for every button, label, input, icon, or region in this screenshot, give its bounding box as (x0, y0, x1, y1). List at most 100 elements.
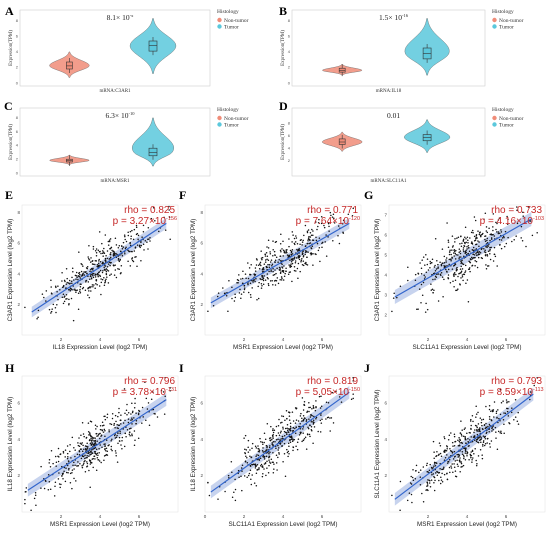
data-point (93, 447, 96, 450)
data-point (94, 287, 96, 290)
data-point (121, 440, 123, 442)
data-point (91, 284, 94, 286)
data-point (296, 267, 299, 270)
data-point (478, 245, 480, 247)
data-point (90, 285, 92, 288)
data-point (94, 458, 96, 460)
y-tick-label: 6 (17, 401, 20, 406)
data-point (280, 233, 282, 236)
data-point (432, 292, 434, 294)
data-point (288, 271, 291, 274)
data-point (83, 271, 85, 273)
data-point (498, 217, 501, 219)
violin-box (148, 147, 158, 157)
data-point (312, 234, 314, 236)
data-point (99, 424, 102, 427)
y-tick-label: 6 (17, 241, 20, 246)
data-point (430, 289, 433, 291)
data-point (489, 253, 491, 255)
data-point (34, 491, 37, 494)
data-point (81, 442, 83, 444)
data-point (433, 475, 435, 478)
data-point (110, 251, 112, 254)
y-tick-label: 4 (200, 271, 203, 276)
data-point (279, 431, 282, 434)
data-point (456, 453, 458, 456)
violin-chart-d: 2468Expression(TPM)mRNA:SLC11A10.01Histo… (281, 107, 524, 184)
data-point (451, 441, 454, 444)
data-point (217, 498, 219, 500)
data-point (217, 292, 220, 294)
data-point (277, 424, 280, 427)
data-point (290, 438, 293, 440)
data-point (79, 273, 81, 276)
data-point (87, 294, 89, 296)
data-point (490, 440, 493, 442)
data-point (262, 276, 264, 278)
y-tick-label: 6 (384, 233, 387, 238)
y-tick-label: 4 (17, 437, 20, 442)
y-tick-label: 4 (200, 437, 203, 442)
data-point (248, 472, 251, 475)
data-point (312, 420, 314, 423)
data-point (126, 414, 128, 416)
data-point (265, 265, 268, 268)
data-point (429, 262, 432, 265)
data-point (307, 229, 310, 231)
data-point (317, 249, 320, 252)
data-point (67, 460, 70, 462)
data-point (278, 434, 281, 437)
data-point (112, 254, 115, 256)
data-point (492, 409, 495, 411)
data-point (468, 260, 470, 262)
data-point (291, 440, 294, 442)
data-point (61, 286, 64, 289)
data-point (72, 319, 75, 322)
data-point (274, 284, 277, 286)
data-point (80, 262, 82, 265)
data-point (80, 457, 83, 460)
data-point (445, 259, 447, 261)
legend-item-label: Non-tumor (224, 18, 249, 24)
data-point (464, 447, 466, 449)
data-point (84, 445, 87, 447)
data-point (266, 460, 268, 462)
data-point (493, 253, 496, 256)
data-point (250, 456, 253, 458)
data-point (268, 446, 271, 449)
data-point (250, 296, 252, 298)
data-point (299, 423, 301, 425)
data-point (448, 253, 451, 256)
data-point (442, 467, 445, 470)
data-point (295, 445, 297, 447)
data-point (496, 222, 498, 225)
data-point (69, 282, 71, 285)
data-point (430, 466, 433, 469)
x-axis-label: SLC11A1 Expression Level (log2 TPM) (413, 344, 522, 351)
data-point (83, 448, 85, 450)
data-point (436, 470, 438, 473)
data-point (491, 410, 494, 413)
data-point (118, 407, 120, 410)
data-point (436, 474, 439, 477)
data-point (115, 455, 117, 457)
data-point (294, 261, 297, 264)
data-point (506, 407, 508, 410)
data-point (231, 471, 233, 474)
data-point (262, 283, 265, 285)
x-tick-label: 4 (99, 337, 102, 342)
data-point (462, 239, 465, 242)
data-point (506, 410, 509, 413)
data-point (61, 475, 63, 477)
data-point (432, 440, 435, 443)
data-point (428, 469, 431, 472)
data-point (470, 256, 473, 259)
data-point (477, 455, 480, 457)
data-point (101, 242, 103, 245)
data-point (110, 445, 113, 448)
y-tick-label: 6 (288, 133, 291, 138)
data-point (462, 464, 465, 467)
data-point (121, 247, 124, 250)
data-point (460, 235, 462, 237)
data-point (436, 450, 438, 453)
